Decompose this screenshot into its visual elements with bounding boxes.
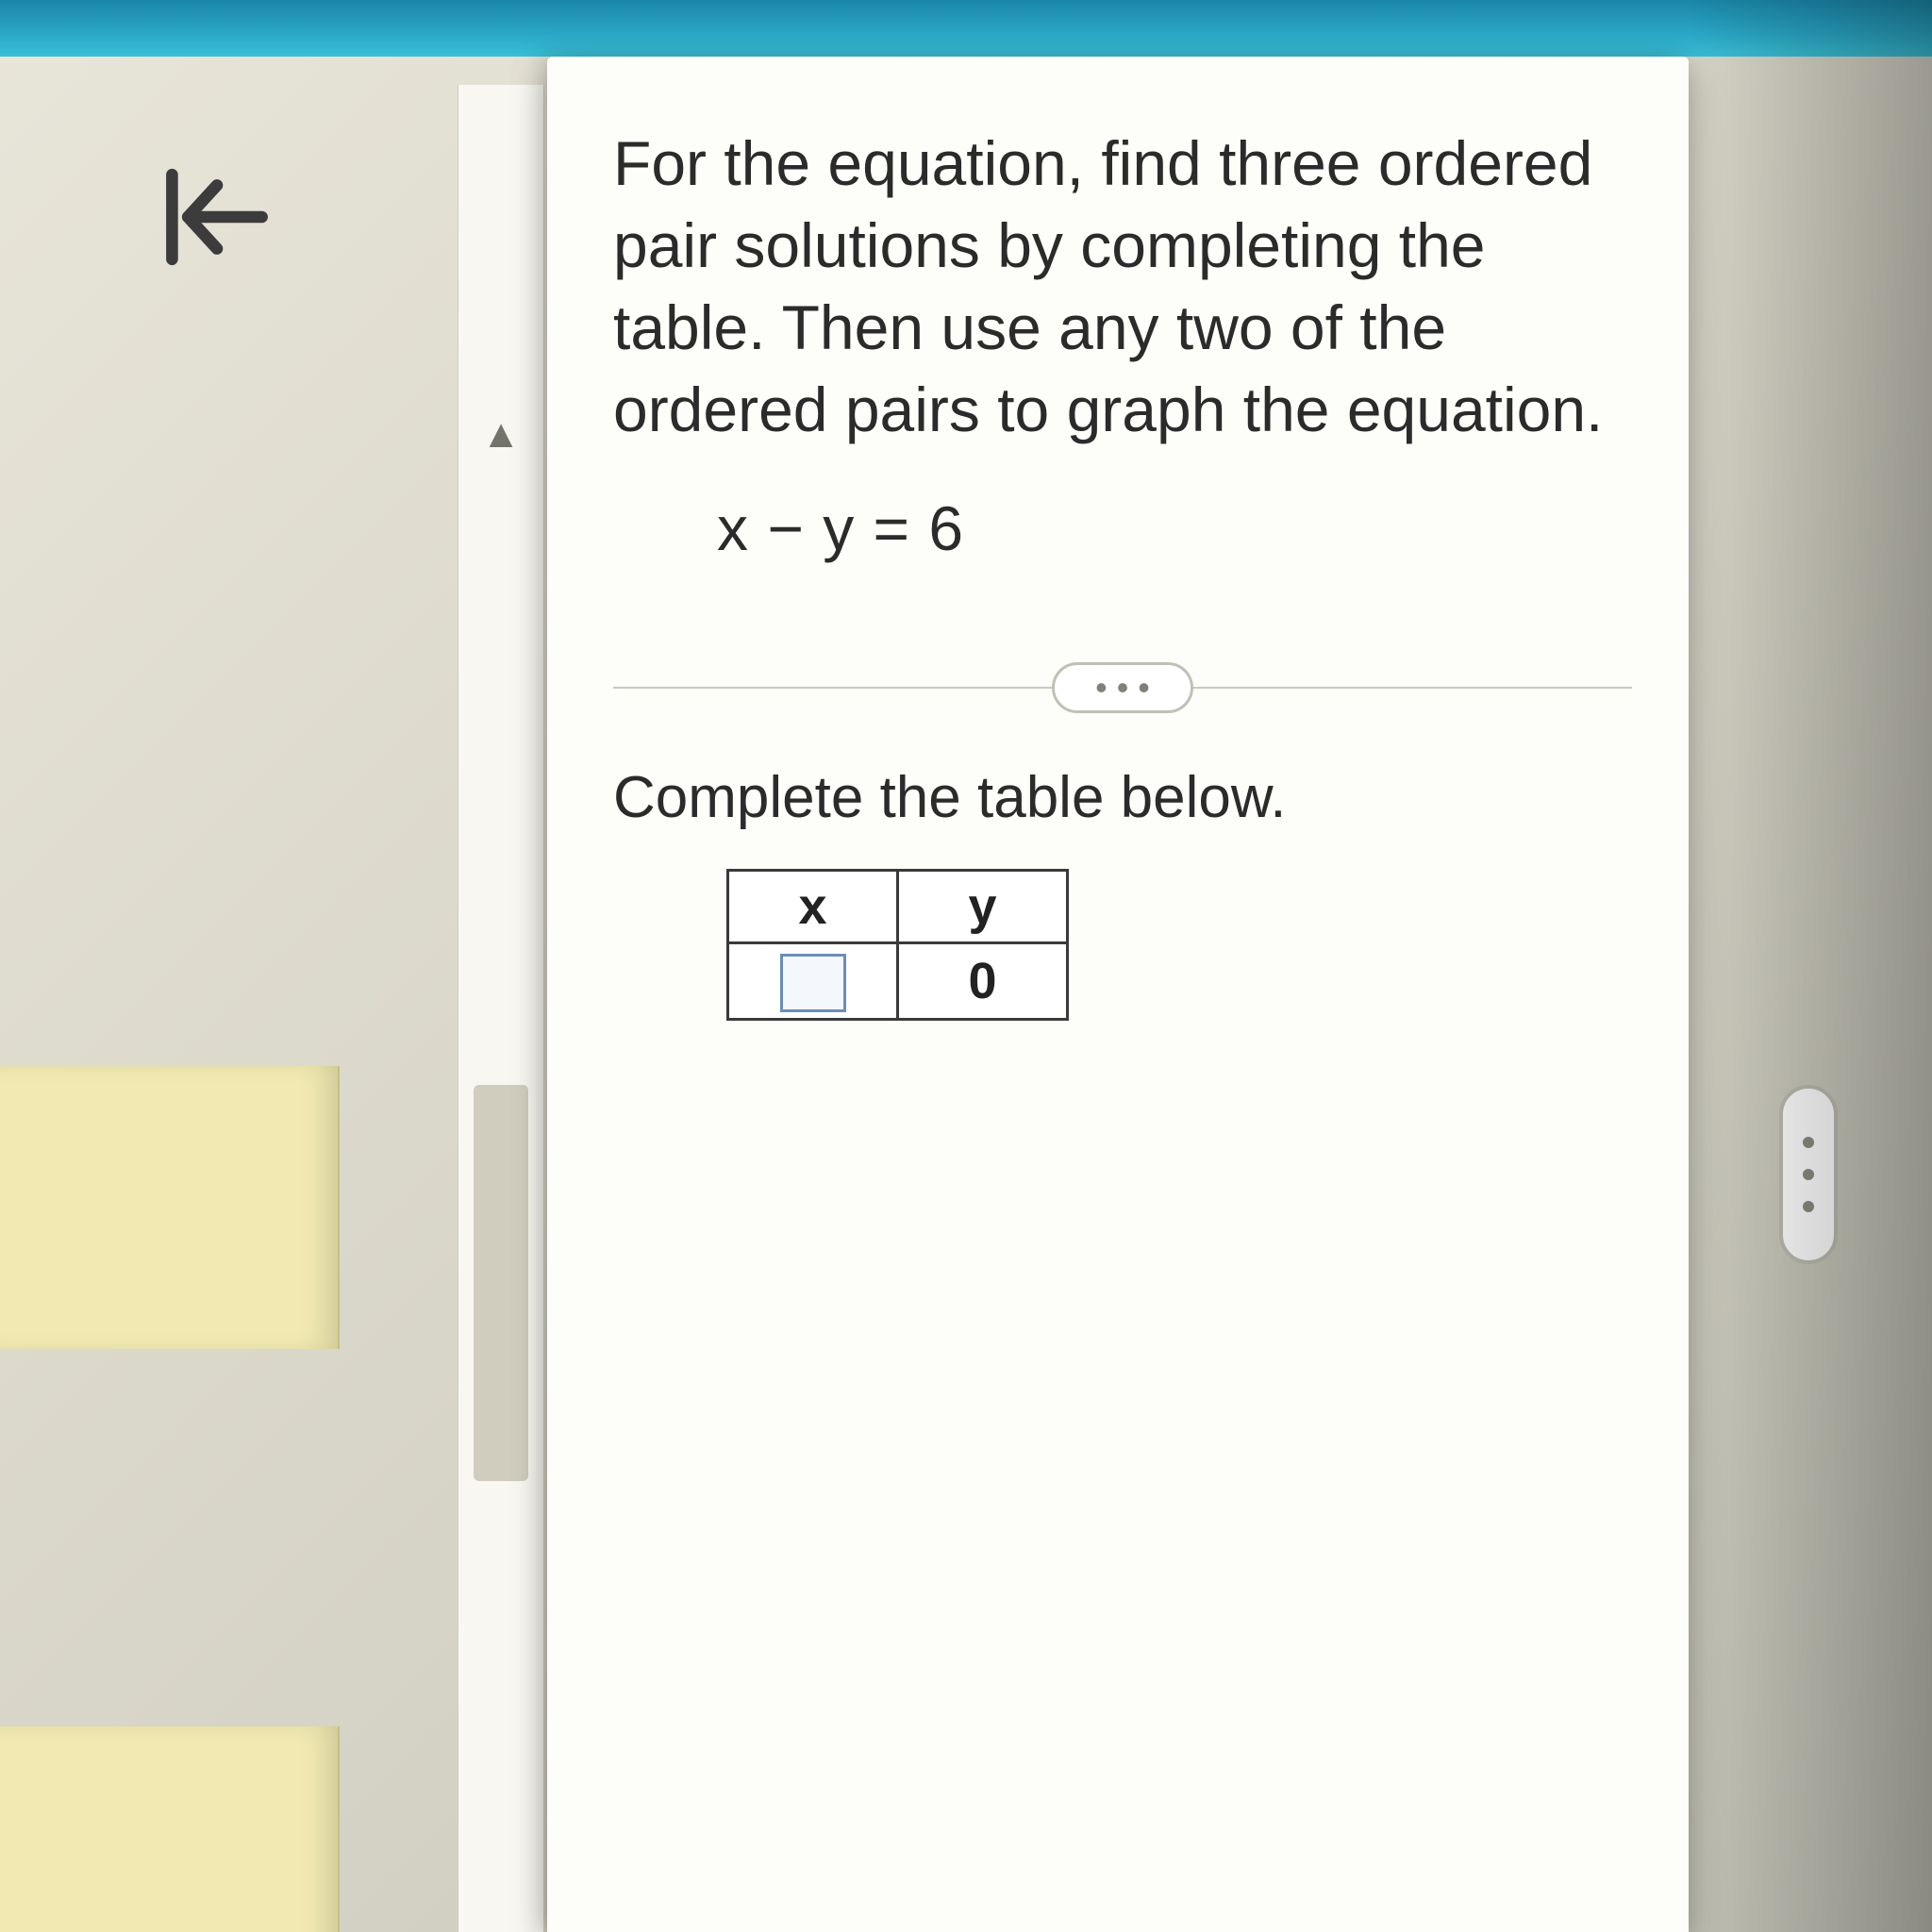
- table-header-row: x y: [728, 871, 1068, 943]
- table-cell-x: [728, 943, 898, 1020]
- right-vignette: [1687, 0, 1932, 1932]
- ellipsis-icon: •••: [1095, 668, 1159, 708]
- side-more-button[interactable]: [1779, 1085, 1838, 1264]
- dot-icon: [1803, 1137, 1814, 1148]
- table-instruction: Complete the table below.: [613, 764, 1632, 831]
- question-card: For the equation, find three ordered pai…: [547, 57, 1689, 1932]
- section-divider: •••: [613, 687, 1632, 689]
- x-value-input[interactable]: [780, 954, 846, 1012]
- table-header-y: y: [898, 871, 1068, 943]
- table-header-x: x: [728, 871, 898, 943]
- question-equation: x − y = 6: [717, 492, 1632, 564]
- collapse-left-icon[interactable]: [151, 151, 283, 283]
- hint-more-button[interactable]: •••: [1052, 662, 1193, 713]
- window-top-bar: [0, 0, 1932, 57]
- stage: ▲ For the equation, find three ordered p…: [0, 0, 1932, 1932]
- dot-icon: [1803, 1201, 1814, 1212]
- scroll-up-icon[interactable]: ▲: [458, 406, 543, 462]
- table-cell-y: 0: [898, 943, 1068, 1020]
- xy-table: x y 0: [726, 869, 1069, 1021]
- dot-icon: [1803, 1169, 1814, 1180]
- left-scrollbar-track[interactable]: ▲: [458, 85, 544, 1932]
- sidebar-block-lower: [0, 1726, 340, 1932]
- question-prompt: For the equation, find three ordered pai…: [613, 123, 1632, 451]
- table-row: 0: [728, 943, 1068, 1020]
- sidebar-block-upper: [0, 1066, 340, 1349]
- scroll-thumb[interactable]: [474, 1085, 528, 1481]
